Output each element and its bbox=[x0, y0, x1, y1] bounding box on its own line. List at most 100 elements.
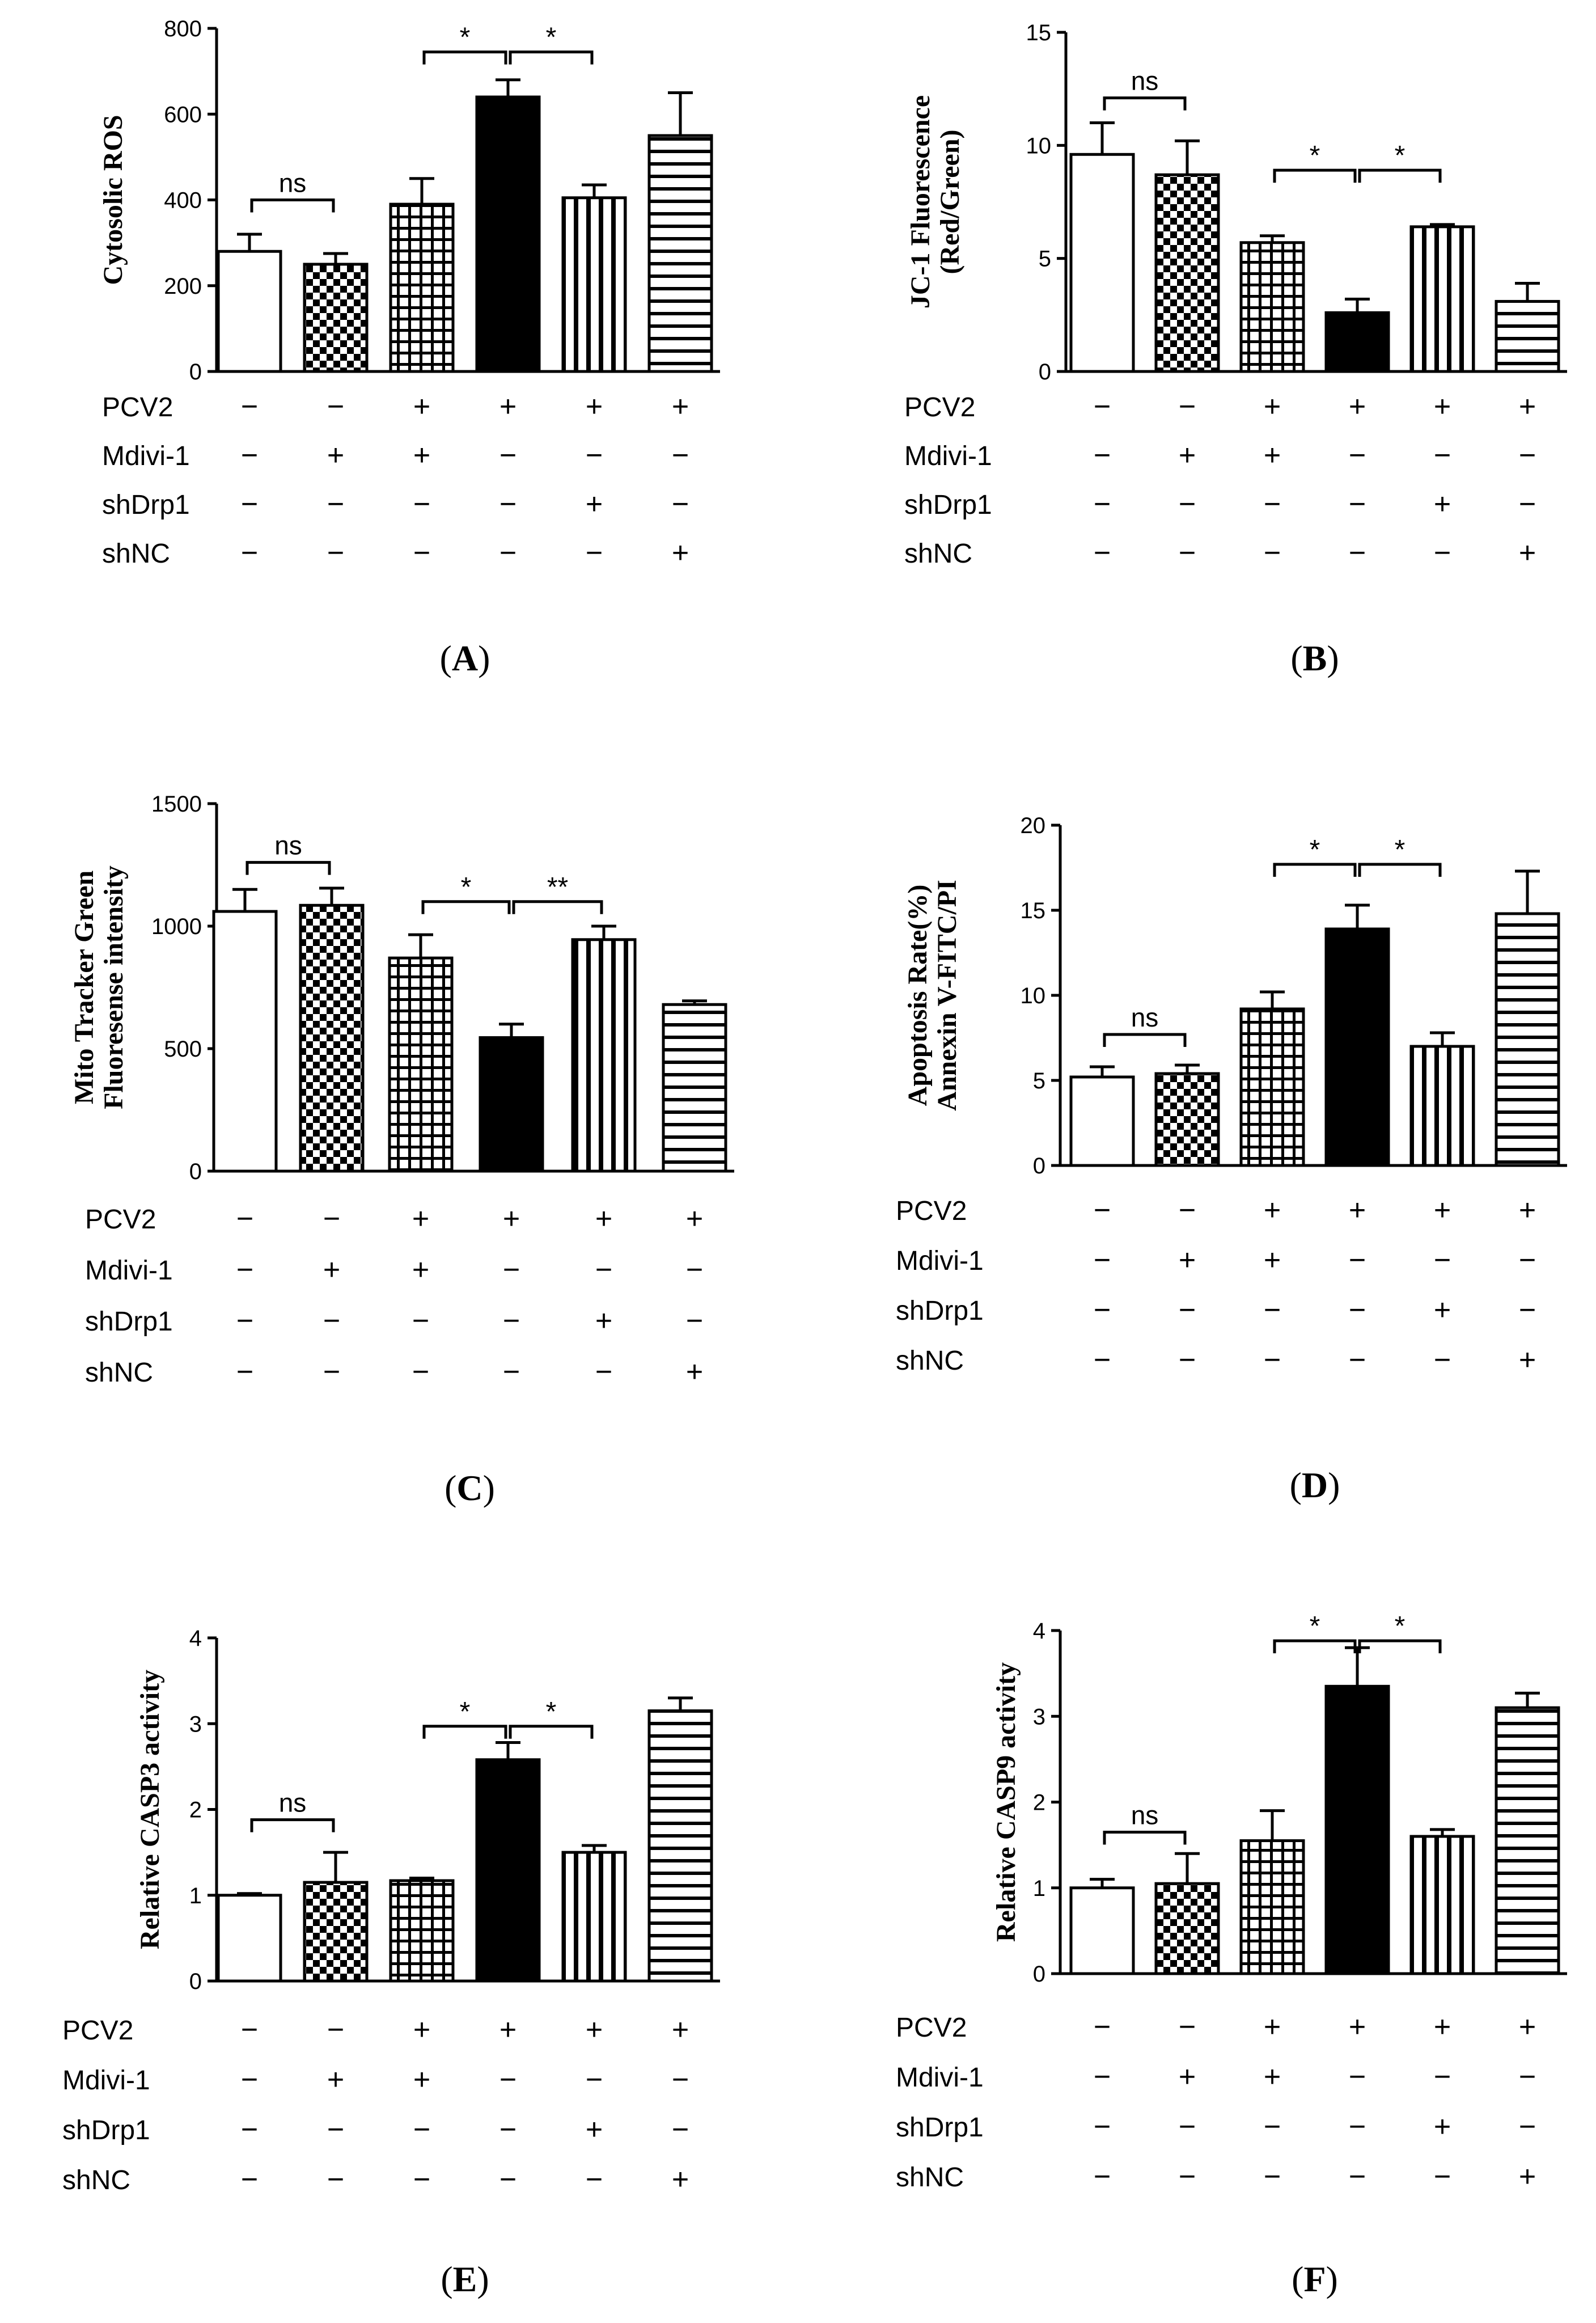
treatment-symbol: + bbox=[586, 390, 603, 423]
y-tick-label: 3 bbox=[189, 1712, 202, 1737]
bar-vertical bbox=[1409, 1045, 1475, 1167]
treatment-symbol: − bbox=[686, 1253, 703, 1286]
panel-label: (C) bbox=[444, 1468, 495, 1508]
y-tick-label: 0 bbox=[1039, 360, 1051, 385]
bar-solid bbox=[1324, 1684, 1390, 1975]
y-tick-label: 400 bbox=[164, 188, 202, 213]
treatment-symbol: − bbox=[1179, 2110, 1196, 2143]
y-tick-label: 0 bbox=[189, 1969, 202, 1994]
treatment-symbol: − bbox=[1179, 537, 1196, 569]
significance-bracket bbox=[509, 50, 594, 65]
panel-letter: B bbox=[1303, 638, 1327, 678]
y-tick-label: 800 bbox=[164, 16, 202, 41]
significance-label: * bbox=[1395, 141, 1406, 171]
bar-open bbox=[1069, 153, 1135, 373]
panel-label: (E) bbox=[441, 2259, 489, 2299]
treatment-symbol: + bbox=[413, 2063, 430, 2096]
treatment-symbol: − bbox=[1434, 1244, 1451, 1277]
panel-letter: C bbox=[456, 1468, 482, 1508]
panel-label: (F) bbox=[1292, 2259, 1338, 2299]
significance-bracket bbox=[1273, 1639, 1357, 1654]
treatment-symbol: + bbox=[1519, 1194, 1536, 1227]
significance-bracket bbox=[1273, 863, 1357, 877]
significance-bracket bbox=[1358, 863, 1442, 877]
bar-grid bbox=[1239, 241, 1305, 373]
panel-f: 0 1 2 3 4 Relative CASP9 activity ns * * PCV2 − − + +… bbox=[896, 1611, 1567, 2299]
bar-vertical bbox=[561, 1851, 627, 1983]
y-tick-label: 20 bbox=[1021, 813, 1046, 838]
treatment-symbol: + bbox=[499, 2013, 517, 2046]
treatment-symbol: − bbox=[1519, 2060, 1536, 2093]
bar-grid bbox=[1239, 1007, 1305, 1167]
treatment-symbol: − bbox=[323, 1202, 340, 1235]
treatment-row-label: shDrp1 bbox=[896, 2113, 984, 2143]
bar-vertical bbox=[561, 196, 627, 373]
treatment-symbol: − bbox=[1094, 390, 1111, 423]
treatment-symbol: − bbox=[499, 2113, 517, 2146]
significance-bracket bbox=[1358, 1639, 1442, 1654]
significance-bracket bbox=[1103, 1033, 1187, 1047]
panel-letter: F bbox=[1303, 2259, 1326, 2299]
treatment-symbol: − bbox=[586, 2063, 603, 2096]
treatment-symbol: + bbox=[412, 1202, 429, 1235]
treatment-symbol: − bbox=[1094, 537, 1111, 569]
bar-checker bbox=[1154, 1882, 1220, 1975]
treatment-symbol: − bbox=[1434, 2060, 1451, 2093]
treatment-symbol: − bbox=[1349, 2160, 1366, 2193]
treatment-symbol: − bbox=[1094, 2011, 1111, 2043]
treatment-symbol: − bbox=[323, 1355, 340, 1388]
treatment-symbol: − bbox=[1094, 1244, 1111, 1277]
treatment-row-label: shNC bbox=[896, 2162, 964, 2193]
treatment-symbol: − bbox=[1264, 1294, 1281, 1327]
treatment-symbol: − bbox=[586, 439, 603, 472]
treatment-symbol: − bbox=[413, 488, 430, 521]
treatment-row-label: shDrp1 bbox=[896, 1296, 984, 1326]
treatment-symbol: + bbox=[586, 488, 603, 521]
treatment-symbol: + bbox=[1434, 1194, 1451, 1227]
treatment-symbol: − bbox=[241, 390, 258, 423]
panel-label-open: ( bbox=[1290, 638, 1302, 678]
treatment-symbol: + bbox=[499, 390, 517, 423]
treatment-symbol: − bbox=[672, 2113, 689, 2146]
treatment-symbol: + bbox=[327, 439, 344, 472]
bar-horizontal bbox=[1495, 912, 1560, 1167]
significance-bracket bbox=[1273, 168, 1357, 183]
treatment-row-label: shNC bbox=[62, 2165, 130, 2195]
treatment-symbol: − bbox=[1349, 439, 1366, 472]
bar-checker bbox=[1154, 1072, 1220, 1167]
y-tick-label: 4 bbox=[1033, 1619, 1045, 1644]
treatment-symbol: − bbox=[1094, 2060, 1111, 2093]
y-tick-label: 2 bbox=[1033, 1790, 1045, 1815]
bar-checker bbox=[303, 263, 369, 373]
panel-label: (A) bbox=[440, 638, 490, 678]
treatment-symbol: − bbox=[241, 2013, 258, 2046]
treatment-row-label: Mdivi-1 bbox=[85, 1256, 173, 1286]
treatment-symbol: + bbox=[1434, 2110, 1451, 2143]
y-tick-label: 4 bbox=[189, 1626, 202, 1651]
significance-label: * bbox=[1310, 835, 1320, 865]
panel-label: (D) bbox=[1290, 1465, 1340, 1505]
treatment-row-label: shNC bbox=[904, 539, 972, 569]
y-tick-label: 2 bbox=[189, 1798, 202, 1823]
treatment-symbol: + bbox=[586, 2013, 603, 2046]
treatment-symbol: + bbox=[413, 439, 430, 472]
panel-label-close: ) bbox=[478, 638, 490, 678]
panel-label-open: ( bbox=[441, 2259, 452, 2299]
treatment-row-label: PCV2 bbox=[102, 392, 173, 423]
significance-label: * bbox=[546, 1697, 557, 1727]
panel-label-close: ) bbox=[1326, 2259, 1338, 2299]
bar-grid bbox=[1239, 1839, 1305, 1975]
treatment-symbol: − bbox=[412, 1355, 429, 1388]
treatment-symbol: + bbox=[1434, 2011, 1451, 2043]
y-tick-label: 10 bbox=[1026, 133, 1052, 158]
significance-bracket bbox=[1103, 1830, 1187, 1845]
bar-solid bbox=[475, 1758, 541, 1983]
significance-label: * bbox=[460, 23, 471, 53]
panel-a: 0 200 400 600 800 Cytosolic ROS ns * * PCV2 − − + + + +… bbox=[98, 16, 720, 678]
y-tick-label: 5 bbox=[1033, 1068, 1045, 1093]
treatment-symbol: + bbox=[1349, 1194, 1366, 1227]
treatment-row-label: shDrp1 bbox=[102, 490, 190, 520]
treatment-symbol: + bbox=[1434, 1294, 1451, 1327]
